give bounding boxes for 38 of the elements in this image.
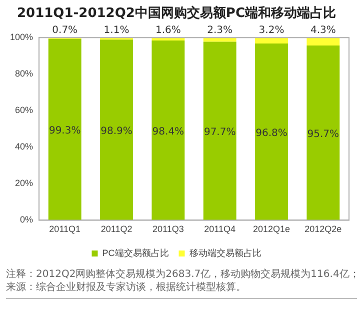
bar [306, 38, 340, 46]
bar [203, 42, 236, 220]
x-tick-label: 2012Q1e [252, 224, 290, 234]
x-tick-label: 2011Q3 [152, 224, 184, 234]
y-tick-label: 60% [15, 105, 34, 116]
chart-title: 2011Q1-2012Q2中国网购交易额PC端和移动端占比 [16, 5, 336, 22]
y-tick-label: 100% [10, 32, 34, 42]
data-label: 0.7% [52, 25, 78, 36]
y-tick-label: 40% [15, 142, 34, 152]
x-tick-label: 2012Q2e [304, 224, 342, 234]
bar [203, 38, 236, 42]
data-label: 1.1% [104, 25, 130, 36]
bar [255, 38, 288, 44]
bar [306, 45, 340, 220]
data-label: 2.3% [207, 25, 233, 36]
y-tick-label: 20% [15, 178, 34, 188]
x-tick-label: 2011Q2 [100, 224, 132, 234]
y-tick-label: 80% [15, 68, 34, 79]
x-tick-label: 2011Q1 [49, 224, 81, 234]
y-tick-label: 0% [20, 214, 34, 225]
bar [255, 43, 288, 220]
data-label: 97.7% [204, 127, 236, 138]
legend-label: PC端交易额占比 [102, 248, 169, 258]
x-tick-label: 2011Q4 [204, 224, 236, 234]
text: 注释：2012Q2网购整体交易规模为2683.7亿，移动购物交易规模为116.4亿； [6, 268, 360, 281]
bar [152, 40, 185, 220]
legend-label: 移动端交易额占比 [189, 248, 262, 258]
data-label: 99.3% [48, 126, 81, 137]
source-note: 来源：综合企业财报及专家访谈，根据统计模型核算。 [6, 281, 247, 294]
data-label: 4.3% [310, 25, 336, 36]
data-label: 3.2% [258, 25, 284, 36]
data-label: 98.4% [152, 126, 184, 138]
bar [48, 38, 82, 220]
data-label: 98.9% [100, 126, 132, 137]
data-label: 95.7% [307, 128, 340, 140]
bar [100, 40, 133, 220]
data-label: 96.8% [256, 128, 288, 139]
data-label: 1.6% [155, 25, 181, 36]
